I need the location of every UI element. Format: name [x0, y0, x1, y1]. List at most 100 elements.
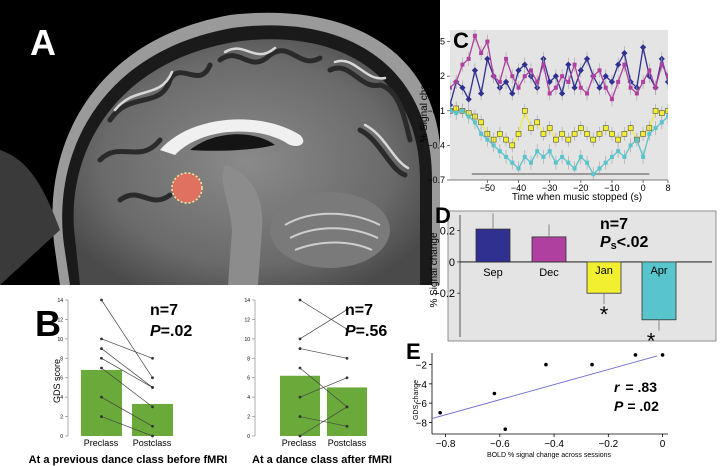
subject-point-pre	[100, 298, 103, 302]
series-dec-point	[566, 79, 571, 84]
bar-label-jan: Jan	[595, 265, 613, 277]
subject-line	[299, 377, 348, 398]
series-jan-point	[478, 119, 484, 126]
subject-point-post	[151, 356, 154, 360]
series-dec-point	[553, 85, 558, 90]
panel-d-n: n=7	[600, 216, 628, 233]
c-ytick-label: 0.2	[432, 71, 445, 81]
subject-point-post	[345, 327, 349, 331]
subject-line	[101, 348, 153, 388]
bar-sep	[475, 228, 511, 263]
series-apr-point	[472, 120, 477, 125]
series-apr-point	[466, 114, 471, 119]
series-jan-point	[503, 136, 509, 143]
c-ytick-label: −0.1	[427, 106, 445, 116]
series-apr-point	[560, 154, 565, 159]
series-apr-point	[591, 172, 596, 177]
ytick-label: 10	[57, 337, 63, 343]
subject-point-pre	[100, 356, 103, 360]
subject-point-pre	[100, 366, 103, 370]
series-jan-point	[640, 131, 646, 137]
series-apr-point	[491, 143, 496, 148]
subject-line	[299, 348, 348, 359]
e-ytick-label: −8	[416, 418, 428, 429]
series-dec-point	[628, 85, 633, 90]
series-dec-point	[504, 56, 509, 61]
series-apr-point	[547, 149, 552, 154]
series-jan-point	[515, 131, 522, 137]
series-dec-point	[516, 85, 521, 90]
panel-e-r: r = .83	[614, 379, 657, 395]
c-xtick-label: 8	[665, 183, 670, 193]
series-dec-point	[491, 74, 496, 79]
subject-point-pre	[298, 347, 302, 350]
series-apr-point	[634, 137, 639, 142]
series-dec-point	[497, 79, 502, 84]
ytick-label: 10	[244, 337, 250, 343]
ytick-label: 4	[247, 395, 250, 401]
series-apr-point	[597, 166, 602, 171]
ytick-label: 8	[247, 356, 250, 362]
panel-a-label: A	[30, 22, 56, 63]
panel-b-left-xtick-postclass: Postclass	[133, 438, 172, 448]
bar-label-dec: Dec	[539, 267, 559, 279]
series-jan-point	[615, 136, 621, 143]
panel-b-label: B	[35, 303, 61, 344]
series-apr-point	[628, 143, 633, 148]
series-apr-point	[450, 108, 452, 113]
series-apr-point	[460, 108, 465, 113]
series-apr-point	[653, 126, 658, 131]
subject-point-post	[151, 405, 154, 409]
series-apr-point	[647, 131, 652, 136]
panel-e: E −2 −4 −6 −8 −0.8 −0.6 −0.4 −0.2 0 GDS change B…	[406, 339, 668, 459]
bar-postclass-right	[327, 387, 367, 436]
d-ytick-label: 0	[449, 257, 455, 269]
bar-preclass-left	[81, 369, 122, 436]
scatter-point	[544, 362, 548, 367]
bar-apr	[641, 261, 677, 321]
subject-point-pre	[100, 415, 103, 418]
series-dec-point	[647, 68, 652, 73]
series-jan-point	[584, 131, 590, 137]
series-apr-point	[659, 120, 664, 125]
scatter-point	[503, 427, 508, 431]
scatter-point	[590, 362, 594, 367]
series-jan-point	[609, 131, 615, 137]
series-jan-point	[602, 125, 609, 131]
series-apr-point	[528, 160, 533, 165]
panel-b-right-p: P=.56	[345, 323, 387, 340]
series-apr-point	[541, 154, 546, 159]
series-jan-point	[521, 108, 528, 114]
subject-point-post	[345, 376, 349, 380]
ytick-label: 14	[244, 298, 250, 304]
series-apr-point	[641, 154, 646, 159]
subject-line	[299, 309, 348, 340]
c-xtick-label: −30	[542, 183, 557, 193]
panel-b-right-xtick-postclass: Postclass	[328, 438, 367, 448]
series-apr-point	[535, 149, 540, 154]
ytick-label: 6	[247, 376, 250, 382]
series-jan-point	[553, 136, 559, 143]
c-ytick-label: 0.5	[432, 37, 445, 47]
series-jan-point	[540, 131, 547, 137]
significance-apr: *	[647, 329, 656, 354]
bar-preclass-right	[280, 375, 320, 436]
panel-b-left-xtick-preclass: Preclass	[84, 438, 119, 448]
panel-e-p: P = .02	[614, 398, 659, 414]
subject-point-pre	[298, 434, 302, 438]
subject-point-post	[345, 308, 349, 312]
c-xtick-label: −10	[604, 183, 619, 193]
c-xtick-label: −50	[480, 183, 495, 193]
subject-line	[101, 367, 153, 408]
subject-line	[101, 396, 153, 427]
series-apr-point	[609, 154, 614, 159]
ytick-label: 6	[60, 376, 63, 382]
series-apr-point	[504, 154, 509, 159]
series-jan-point	[596, 131, 603, 137]
panel-d: D 0.2 0 −0.2 Sep Dec Jan * Apr * % Signal chang…	[429, 203, 717, 354]
ytick-label: 12	[244, 317, 250, 323]
panel-b-left-n: n=7	[150, 302, 178, 319]
series-jan-point	[652, 108, 659, 114]
